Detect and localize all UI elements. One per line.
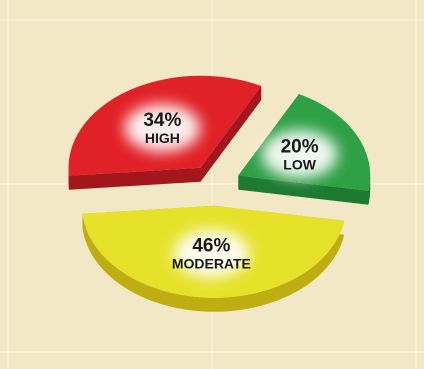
data-label-percent: 34%	[143, 110, 181, 131]
label-high: 34% HIGH	[124, 103, 201, 152]
label-low: 20% LOW	[261, 130, 338, 179]
data-label-percent: 46%	[192, 236, 230, 257]
label-glow	[173, 229, 250, 278]
data-label-category: HIGH	[145, 130, 180, 146]
slice-side	[68, 86, 262, 190]
label-glow	[124, 103, 201, 152]
data-label-category: MODERATE	[172, 256, 251, 272]
slice-labels: 34% HIGH 20% LOW 46% MODERATE	[124, 103, 338, 278]
data-label-category: LOW	[283, 156, 316, 172]
data-label-percent: 20%	[281, 136, 319, 157]
label-moderate: 46% MODERATE	[172, 229, 251, 278]
label-glow	[261, 130, 338, 179]
